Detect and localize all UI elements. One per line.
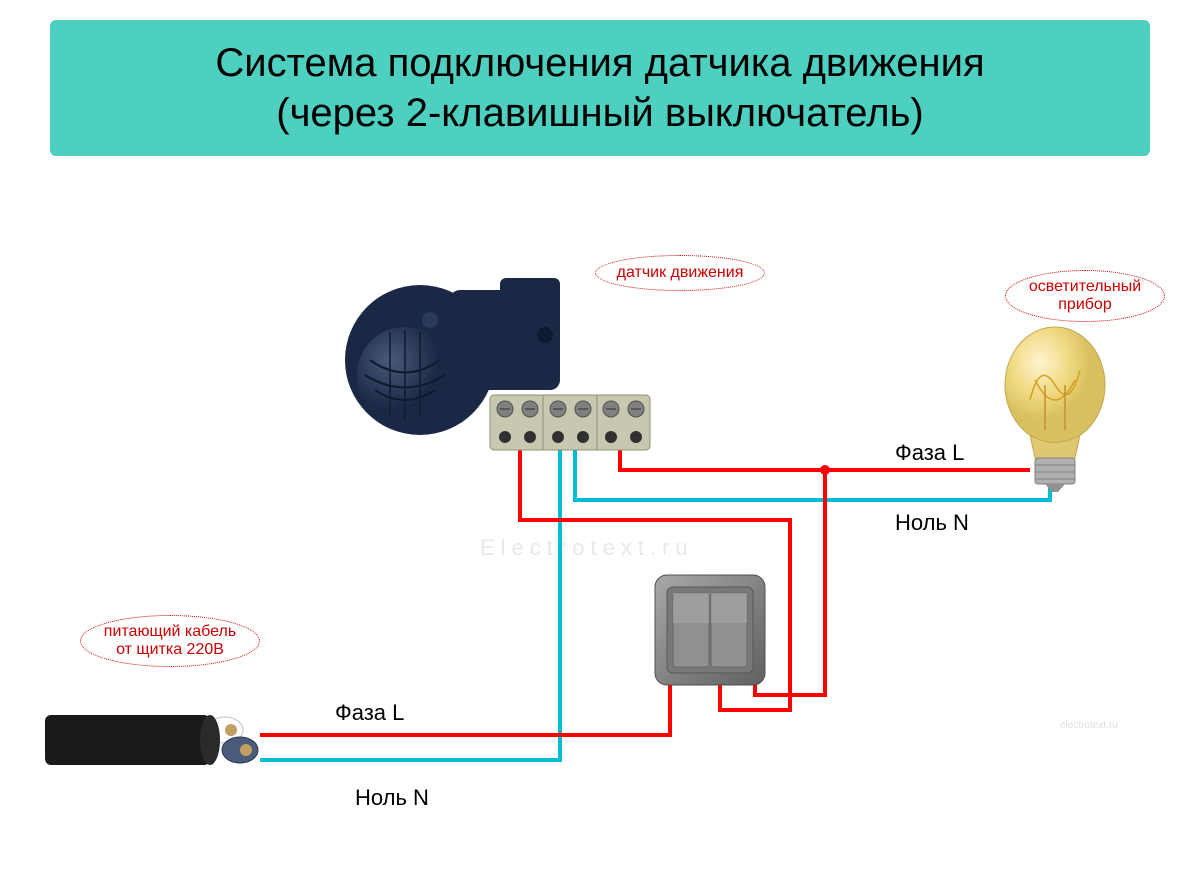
wiring-diagram	[0, 0, 1200, 879]
wire-junction	[820, 465, 830, 475]
wall-switch-icon	[655, 575, 765, 685]
power-cable-icon	[45, 715, 258, 765]
terminal-block-icon	[490, 395, 650, 450]
wire-neutral-cable-to-terminal	[260, 450, 560, 760]
wire-phase-cable-to-switch	[260, 680, 670, 735]
light-bulb-icon	[1005, 327, 1105, 492]
wire-neutral-terminal-to-bulb	[575, 450, 1050, 500]
